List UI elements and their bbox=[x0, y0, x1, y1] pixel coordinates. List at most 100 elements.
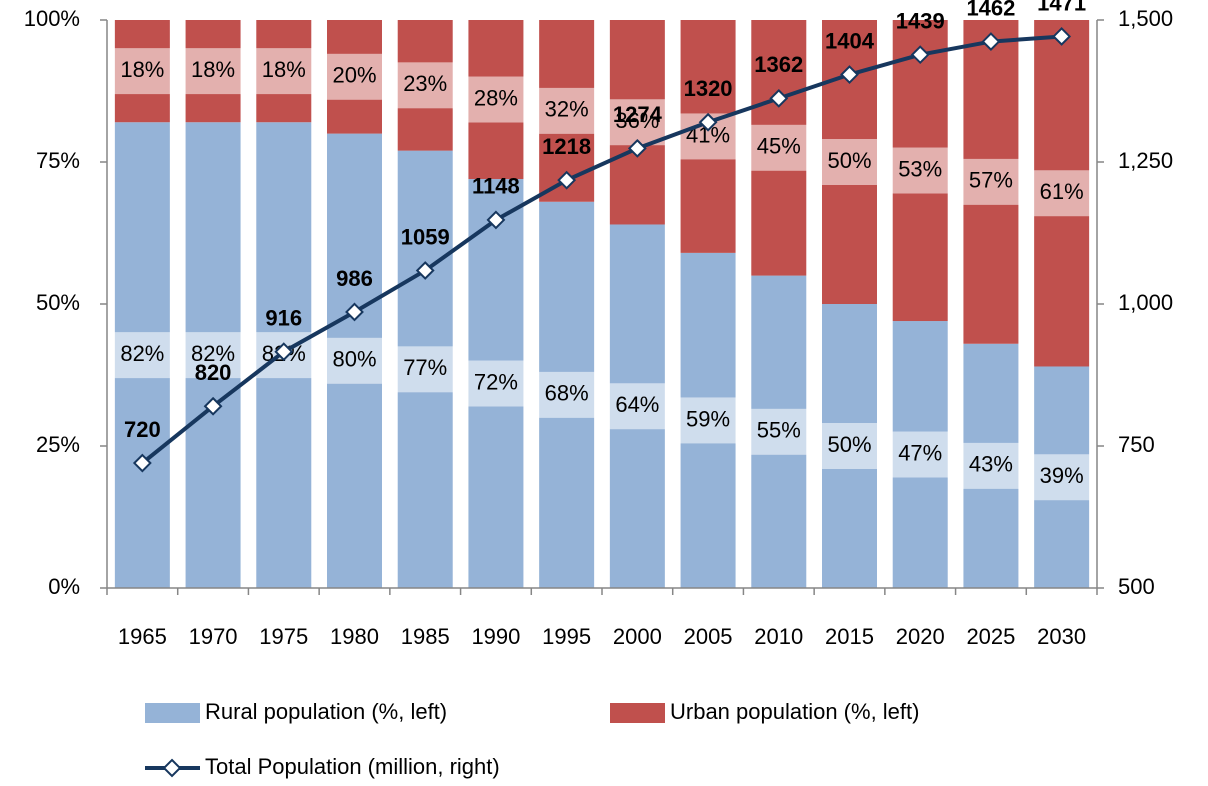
marker bbox=[274, 342, 294, 362]
data-label: 20% bbox=[332, 63, 376, 88]
data-label: 1274 bbox=[613, 102, 663, 127]
data-label: 64% bbox=[615, 392, 659, 417]
label-box bbox=[390, 346, 461, 393]
y2-tick-label: 1,000 bbox=[1118, 290, 1173, 315]
marker bbox=[910, 45, 930, 65]
marker bbox=[486, 210, 506, 230]
x-tick-label: 2005 bbox=[684, 624, 733, 649]
data-label: 986 bbox=[336, 266, 373, 291]
label-box bbox=[743, 124, 814, 171]
x-tick-label: 1975 bbox=[259, 624, 308, 649]
marker bbox=[345, 302, 364, 322]
label-box bbox=[602, 383, 673, 430]
marker bbox=[627, 138, 647, 158]
x-tick-label: 2020 bbox=[896, 624, 945, 649]
legend-swatch bbox=[145, 703, 200, 723]
x-tick-label: 1990 bbox=[471, 624, 520, 649]
data-label: 18% bbox=[191, 57, 235, 82]
marker bbox=[557, 170, 577, 190]
data-label: 1439 bbox=[896, 8, 945, 33]
label-box bbox=[460, 360, 531, 407]
y2-tick-label: 1,500 bbox=[1118, 6, 1173, 31]
data-label: 1218 bbox=[542, 134, 591, 159]
data-label: 77% bbox=[403, 355, 447, 380]
data-label: 36% bbox=[615, 108, 659, 133]
label-box bbox=[178, 48, 249, 95]
y2-tick-label: 1,250 bbox=[1118, 148, 1173, 173]
data-label: 53% bbox=[898, 156, 942, 181]
x-tick-label: 1965 bbox=[118, 624, 167, 649]
x-tick-label: 2010 bbox=[754, 624, 803, 649]
data-label: 68% bbox=[545, 381, 589, 406]
x-tick-label: 1995 bbox=[542, 624, 591, 649]
data-label: 916 bbox=[265, 306, 302, 331]
legend-label: Urban population (%, left) bbox=[670, 699, 919, 724]
data-label: 72% bbox=[474, 369, 518, 394]
x-tick-label: 2000 bbox=[613, 624, 662, 649]
label-box bbox=[814, 423, 885, 469]
label-box bbox=[1026, 454, 1097, 501]
marker bbox=[698, 112, 718, 132]
label-box bbox=[178, 332, 249, 379]
label-box bbox=[319, 337, 390, 384]
marker bbox=[840, 65, 859, 84]
y-tick-label: 50% bbox=[36, 290, 80, 315]
x-tick-label: 2015 bbox=[825, 624, 874, 649]
legend-swatch bbox=[610, 703, 665, 723]
data-label: 23% bbox=[403, 71, 447, 96]
x-tick-label: 1985 bbox=[401, 624, 450, 649]
data-label: 82% bbox=[191, 341, 235, 366]
marker bbox=[203, 396, 223, 416]
data-label: 32% bbox=[545, 97, 589, 122]
data-label: 1404 bbox=[825, 28, 875, 53]
data-label: 57% bbox=[969, 168, 1013, 193]
data-label: 28% bbox=[474, 85, 518, 110]
data-label: 61% bbox=[1040, 179, 1084, 204]
legend-label: Rural population (%, left) bbox=[205, 699, 447, 724]
legend-label: Total Population (million, right) bbox=[205, 754, 500, 779]
marker bbox=[769, 88, 789, 108]
label-box bbox=[673, 397, 744, 444]
marker bbox=[132, 453, 152, 473]
label-box bbox=[460, 76, 531, 123]
y-tick-label: 0% bbox=[48, 574, 80, 599]
y2-tick-label: 750 bbox=[1118, 432, 1155, 457]
label-box bbox=[602, 99, 673, 146]
label-box bbox=[1026, 170, 1097, 217]
marker bbox=[981, 32, 1001, 51]
x-tick-label: 2025 bbox=[966, 624, 1015, 649]
label-box bbox=[814, 139, 885, 185]
data-label: 39% bbox=[1040, 463, 1084, 488]
data-label: 50% bbox=[827, 148, 871, 173]
data-label: 1362 bbox=[754, 52, 803, 77]
data-label: 1320 bbox=[684, 76, 733, 101]
line bbox=[141, 34, 1062, 465]
data-label: 1059 bbox=[401, 224, 450, 249]
marker bbox=[415, 261, 435, 280]
label-box bbox=[885, 147, 956, 194]
y-tick-label: 75% bbox=[36, 148, 80, 173]
label-box bbox=[743, 408, 814, 455]
data-label: 1148 bbox=[472, 174, 520, 199]
label-box bbox=[531, 87, 602, 134]
label-box bbox=[955, 158, 1026, 205]
marker bbox=[1052, 27, 1072, 46]
label-box bbox=[107, 48, 178, 95]
x-tick-label: 2030 bbox=[1037, 624, 1086, 649]
data-label: 18% bbox=[262, 57, 306, 82]
data-label: 80% bbox=[332, 347, 376, 372]
label-box bbox=[955, 442, 1026, 489]
data-label: 50% bbox=[827, 432, 871, 457]
x-tick-label: 1980 bbox=[330, 624, 379, 649]
y-tick-label: 25% bbox=[36, 432, 80, 457]
y2-tick-label: 500 bbox=[1118, 574, 1155, 599]
label-box bbox=[248, 48, 319, 95]
data-label: 18% bbox=[120, 57, 164, 82]
label-box bbox=[885, 431, 956, 478]
label-box bbox=[107, 332, 178, 379]
data-label: 720 bbox=[124, 417, 161, 442]
data-label: 55% bbox=[757, 418, 801, 443]
data-label: 1471 bbox=[1037, 0, 1086, 15]
label-box bbox=[531, 371, 602, 418]
